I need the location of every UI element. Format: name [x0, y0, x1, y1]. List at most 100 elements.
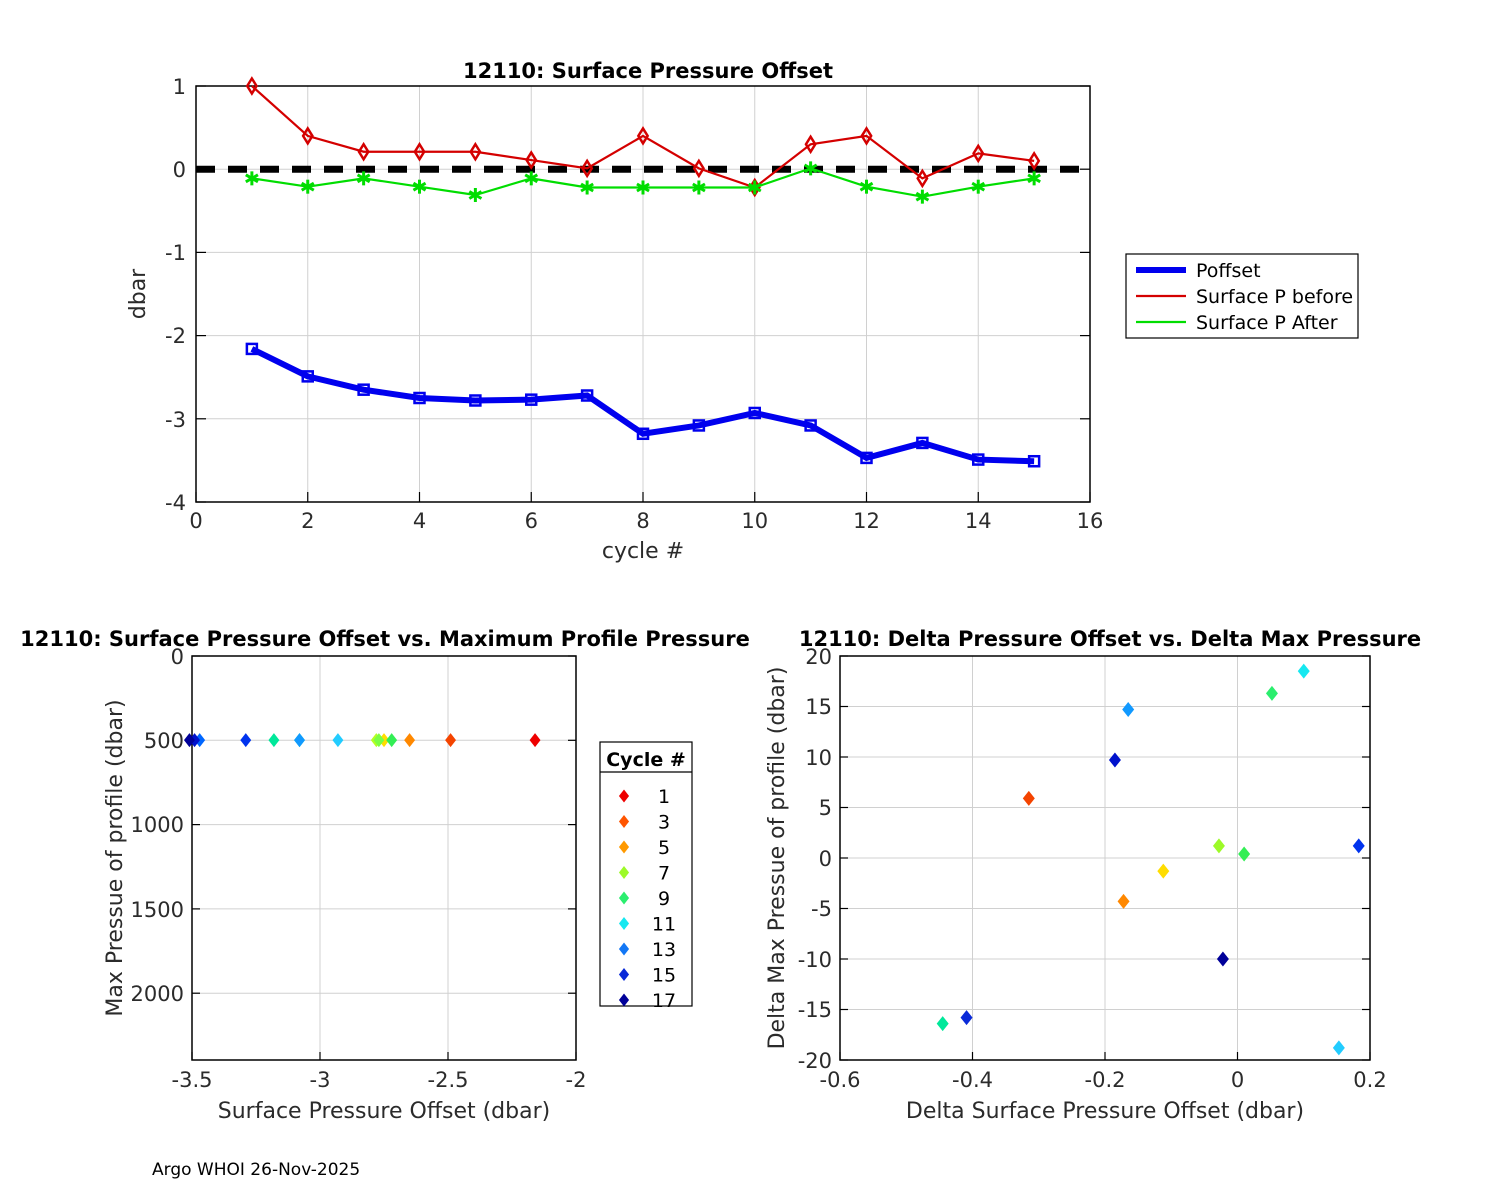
- x-tick: 0: [1231, 1068, 1244, 1092]
- data-marker: [692, 180, 706, 195]
- data-marker: [915, 189, 930, 204]
- scatter-point: [1117, 893, 1130, 909]
- data-marker: [301, 370, 314, 383]
- data-marker: [412, 179, 427, 194]
- bl-scatter-points: [183, 733, 541, 748]
- y-tick: 5: [819, 796, 832, 820]
- cycle-legend-label: 1: [658, 786, 670, 808]
- y-tick: -2: [165, 324, 186, 348]
- top-chart-title: 12110: Surface Pressure Offset: [463, 59, 833, 83]
- scatter-point: [1265, 685, 1278, 701]
- scatter-point: [373, 733, 385, 748]
- data-marker: [1028, 151, 1041, 171]
- x-tick: 6: [525, 509, 538, 533]
- scatter-point: [1332, 1040, 1345, 1056]
- y-tick: 0: [171, 645, 184, 669]
- top-x-ticklabels: 0 2 4 6 8 10 12 14 16: [189, 509, 1103, 533]
- top-chart-svg: 12110: Surface Pressure Offset: [126, 59, 1359, 564]
- data-marker: [300, 179, 315, 194]
- x-tick: -2.5: [428, 1068, 469, 1092]
- cycle-legend-swatch: [618, 917, 630, 930]
- cycle-legend-swatch: [618, 840, 630, 854]
- cycle-legend-label: 3: [658, 812, 670, 834]
- legend-label-surface-p-after: Surface P After: [1196, 312, 1338, 334]
- y-tick: -3: [165, 408, 186, 432]
- x-tick: -3.5: [172, 1068, 213, 1092]
- data-marker: [581, 158, 594, 179]
- cycle-legend-box: [599, 741, 693, 1007]
- bottom-left-chart-svg: 12110: Surface Pressure Offset vs. Maxim…: [20, 627, 750, 1124]
- bl-gridlines: [192, 656, 576, 1060]
- cycle-legend-label: 17: [652, 990, 676, 1012]
- y-tick: -20: [798, 1049, 832, 1073]
- data-marker: [860, 451, 873, 465]
- cycle-legend-label: 15: [652, 965, 676, 987]
- x-tick: 2: [301, 509, 314, 533]
- y-tick: 1: [173, 75, 186, 99]
- data-marker: [916, 436, 929, 450]
- scatter-point: [529, 733, 541, 748]
- scatter-point: [936, 1016, 949, 1032]
- data-marker: [692, 419, 706, 432]
- data-marker: [245, 76, 258, 96]
- data-marker: [916, 168, 929, 189]
- y-tick: 15: [805, 695, 832, 719]
- cycle-legend-label: 7: [658, 863, 670, 885]
- scatter-point: [386, 733, 398, 748]
- scatter-point: [268, 733, 280, 748]
- scatter-point: [240, 733, 252, 748]
- scatter-point: [404, 733, 416, 748]
- scatter-point: [1108, 752, 1121, 768]
- data-marker: [301, 126, 314, 146]
- data-marker: [356, 171, 371, 186]
- data-marker: [1027, 171, 1041, 186]
- cycle-legend-swatch: [618, 815, 630, 828]
- data-marker: [859, 179, 874, 194]
- y-tick: 500: [144, 729, 184, 753]
- cycle-legend-title: Cycle #: [606, 749, 686, 771]
- cycle-legend-label: 11: [652, 914, 676, 936]
- y-tick: -1: [165, 241, 186, 265]
- top-y-axis-label: dbar: [126, 268, 151, 319]
- data-marker: [636, 126, 650, 146]
- top-chart-legend: Poffset Surface P before Surface P After: [1125, 253, 1359, 339]
- data-marker: [413, 391, 426, 405]
- data-marker: [357, 141, 370, 162]
- data-marker: [525, 393, 538, 406]
- y-tick: 1000: [131, 813, 184, 837]
- x-tick: -0.2: [1085, 1068, 1126, 1092]
- data-marker: [860, 126, 873, 146]
- cycle-legend-swatch: [618, 968, 630, 981]
- br-gridlines: [840, 656, 1370, 1060]
- data-marker: [245, 342, 259, 356]
- y-tick: -4: [165, 491, 186, 515]
- x-tick: 14: [965, 509, 992, 533]
- br-x-axis-label: Delta Surface Pressure Offset (dbar): [906, 1099, 1304, 1124]
- data-marker: [972, 143, 985, 164]
- scatter-point: [1212, 838, 1225, 854]
- br-y-axis-label: Delta Max Pressue of profile (dbar): [765, 667, 790, 1050]
- y-tick: 10: [805, 746, 832, 770]
- y-tick: -15: [798, 998, 832, 1022]
- x-tick: 4: [413, 509, 426, 533]
- cycle-legend-label: 9: [658, 888, 670, 910]
- cycle-legend-swatch: [618, 866, 630, 879]
- bl-x-axis-label: Surface Pressure Offset (dbar): [218, 1099, 550, 1124]
- data-marker: [525, 150, 538, 170]
- data-marker: [804, 134, 817, 155]
- bl-y-axis-label: Max Pressue of profile (dbar): [103, 699, 128, 1016]
- br-y-ticklabels: 20 15 10 5 0 -5 -10 -15 -20: [798, 645, 832, 1073]
- cycle-legend-label: 13: [652, 939, 676, 961]
- scatter-point: [1352, 838, 1365, 854]
- scatter-point: [960, 1010, 973, 1026]
- bottom-right-chart-title: 12110: Delta Pressure Offset vs. Delta M…: [799, 627, 1421, 651]
- legend-label-poffset: Poffset: [1196, 260, 1261, 282]
- scatter-point: [1238, 846, 1251, 862]
- cycle-legend-swatch: [618, 789, 630, 803]
- x-tick: -3: [310, 1068, 331, 1092]
- cycle-legend-swatch: [618, 891, 630, 905]
- scatter-point: [332, 733, 344, 748]
- x-tick: -0.6: [820, 1068, 861, 1092]
- data-marker: [468, 187, 483, 202]
- data-marker: [804, 419, 817, 432]
